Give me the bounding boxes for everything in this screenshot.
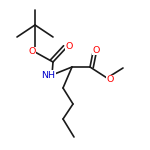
Text: NH: NH [41,70,55,80]
Text: O: O [106,75,113,84]
Text: O: O [28,48,36,57]
Text: O: O [93,46,100,55]
Text: O: O [65,42,72,51]
